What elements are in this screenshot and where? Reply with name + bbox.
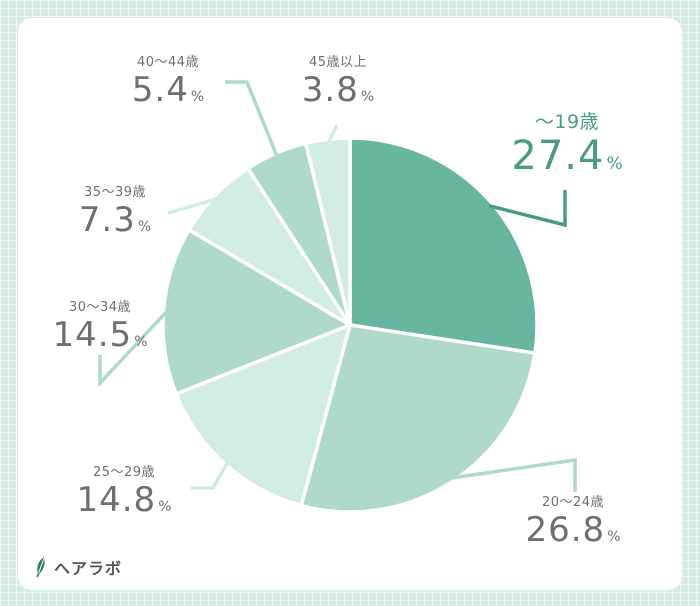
leader-line-30-34 bbox=[98, 309, 169, 388]
percent-unit: % bbox=[158, 499, 172, 515]
value-label: 14.8 bbox=[76, 480, 157, 520]
percent-unit: % bbox=[190, 89, 205, 105]
leader-line-25-29 bbox=[190, 460, 230, 490]
percent-unit: % bbox=[137, 219, 152, 235]
percent-unit: % bbox=[134, 334, 148, 350]
leader-line-under-19 bbox=[488, 190, 567, 228]
category-label: 45歳以上 bbox=[308, 55, 368, 70]
leader-line-40-44 bbox=[225, 80, 279, 158]
leader-line-45-over bbox=[326, 124, 339, 145]
brand-name: ヘアラボ bbox=[54, 559, 123, 578]
category-label: 30〜34歳 bbox=[68, 300, 132, 315]
label-20-24: 20〜24歳 26.8% bbox=[513, 496, 633, 547]
label-40-44: 40〜44歳 5.4% bbox=[113, 56, 223, 107]
label-under-19: 〜19歳 27.4% bbox=[497, 111, 637, 179]
category-label: 20〜24歳 bbox=[541, 495, 605, 510]
value-label: 5.4 bbox=[131, 70, 189, 110]
label-25-29: 25〜29歳 14.8% bbox=[64, 466, 184, 517]
percent-unit: % bbox=[607, 529, 621, 545]
percent-unit: % bbox=[360, 89, 375, 105]
percent-unit: % bbox=[606, 154, 623, 174]
pie-slice-20-24 bbox=[299, 323, 537, 514]
value-label: 7.3 bbox=[78, 200, 136, 240]
leaf-icon bbox=[36, 557, 45, 578]
label-45-over: 45歳以上 3.8% bbox=[283, 56, 393, 107]
category-label: 40〜44歳 bbox=[136, 55, 200, 70]
pie-slice-30-34 bbox=[161, 228, 352, 396]
label-35-39: 35〜39歳 7.3% bbox=[60, 186, 170, 237]
value-label: 3.8 bbox=[301, 70, 359, 110]
label-30-34: 30〜34歳 14.5% bbox=[40, 301, 160, 352]
value-label: 26.8 bbox=[525, 510, 606, 550]
pie-slice-45-over bbox=[304, 136, 352, 327]
category-label: 〜19歳 bbox=[534, 111, 600, 133]
category-label: 25〜29歳 bbox=[92, 465, 156, 480]
value-label: 14.5 bbox=[52, 315, 133, 355]
pie-slice-under-19 bbox=[348, 136, 539, 355]
value-label: 27.4 bbox=[511, 133, 605, 179]
brand-logo: ヘアラボ bbox=[34, 555, 122, 579]
leader-line-20-24 bbox=[449, 457, 577, 492]
category-label: 35〜39歳 bbox=[83, 185, 147, 200]
leader-line-35-39 bbox=[167, 196, 219, 215]
